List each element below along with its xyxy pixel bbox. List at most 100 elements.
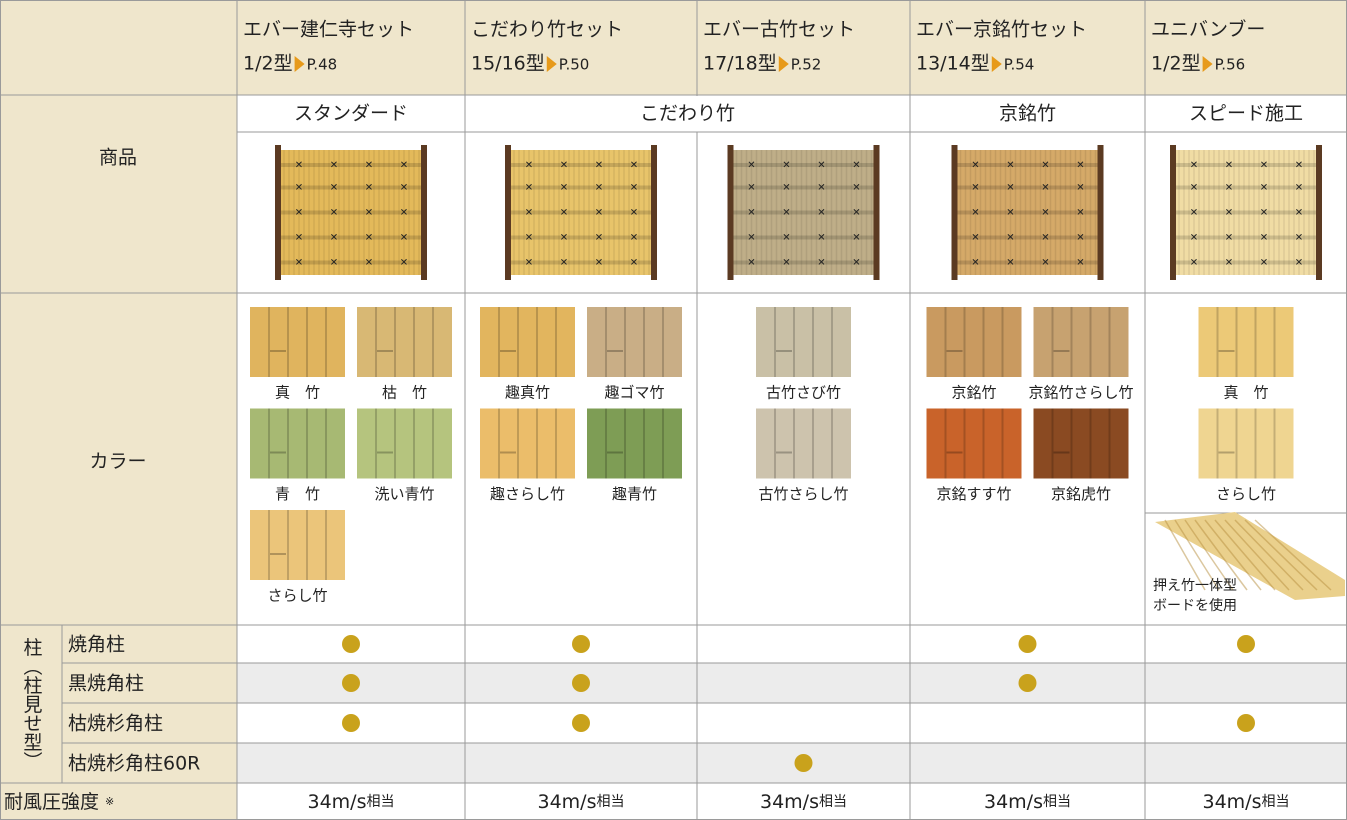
availability-dot [342, 714, 360, 732]
color-swatch [587, 408, 682, 479]
page-arrow [991, 56, 1002, 72]
fence-tie: ✕ [1006, 183, 1014, 194]
fence-tie: ✕ [1006, 258, 1014, 269]
page-arrow [294, 56, 305, 72]
fence-tie: ✕ [525, 183, 533, 194]
color-swatch [357, 408, 452, 479]
fence-tie: ✕ [1295, 233, 1303, 244]
fence-rail [511, 210, 651, 215]
post-name: 枯焼杉角柱 [68, 713, 163, 735]
fence-tie: ✕ [595, 208, 603, 219]
fence-tie: ✕ [1076, 160, 1084, 171]
fence-rail [511, 260, 651, 265]
color-name: 古竹さび竹 [766, 384, 841, 402]
fence-tie: ✕ [1225, 208, 1233, 219]
page-ref: P.54 [1004, 56, 1035, 74]
fence-rail [733, 185, 874, 190]
color-name: 趣さらし竹 [490, 485, 565, 503]
color-name: さらし竹 [267, 587, 327, 605]
wind-value: 34m/s相当 [1203, 791, 1290, 813]
header-bg [0, 0, 1347, 95]
color-name: 趣真竹 [505, 384, 550, 402]
fence-tie: ✕ [747, 208, 755, 219]
fence-tie: ✕ [971, 258, 979, 269]
availability-dot [1237, 714, 1255, 732]
board-stripe [1194, 519, 1248, 591]
page-arrow [546, 56, 557, 72]
fence-tie: ✕ [330, 160, 338, 171]
swatch [250, 307, 345, 377]
product-type: 13/14型 [916, 53, 990, 75]
color-swatch [250, 408, 345, 479]
fence-tie: ✕ [400, 233, 408, 244]
wind-label: 耐風圧強度 ※ [4, 791, 114, 813]
fence-rail [281, 235, 421, 240]
post-group-label: 柱（柱見せ型） [21, 637, 43, 770]
board-note: 押え竹一体型 [1153, 578, 1237, 594]
color-swatch [926, 408, 1022, 479]
fence-image: ✕ ✕ ✕ ✕ ✕ ✕ ✕ ✕ ✕ ✕ ✕ ✕ ✕ ✕ ✕ ✕ ✕ ✕ ✕ ✕ [505, 145, 657, 280]
fence-panel [281, 150, 421, 275]
fence-post [873, 145, 880, 280]
wind-value: 34m/s相当 [538, 791, 625, 813]
wind-speed: 34m/s [1203, 791, 1262, 813]
fence-tie: ✕ [295, 208, 303, 219]
color-name: さらし竹 [1216, 485, 1276, 503]
fence-post [1097, 145, 1104, 280]
swatch [926, 307, 1022, 377]
swatch [357, 307, 452, 377]
board-stripe [1254, 519, 1332, 591]
fence-tie: ✕ [595, 160, 603, 171]
color-swatch [587, 307, 682, 377]
wind-speed: 34m/s [760, 791, 819, 813]
fence-tie: ✕ [1190, 258, 1198, 269]
fence-tie: ✕ [782, 183, 790, 194]
product-type: 1/2型 [243, 53, 293, 75]
fence-post [275, 145, 281, 280]
category-label: スタンダード [294, 103, 408, 125]
fence-tie: ✕ [1295, 208, 1303, 219]
fence-rail [511, 185, 651, 190]
fence-tie: ✕ [525, 258, 533, 269]
wind-label-text: 耐風圧強度 [4, 791, 99, 813]
fence-tie: ✕ [1225, 183, 1233, 194]
fence-rail [1176, 260, 1316, 265]
availability-dot [794, 754, 813, 772]
fence-tie: ✕ [630, 258, 638, 269]
fence-rail [733, 210, 874, 215]
swatch [1198, 307, 1294, 377]
color-name: 京銘虎竹 [1051, 485, 1111, 503]
color-name: 趣青竹 [612, 485, 657, 503]
fence-tie: ✕ [971, 160, 979, 171]
fence-tie: ✕ [295, 258, 303, 269]
fence-rail [281, 210, 421, 215]
product-name: エバー古竹セット [703, 19, 855, 41]
fence-tie: ✕ [560, 233, 568, 244]
fence-tie: ✕ [330, 183, 338, 194]
row-shade [237, 663, 1347, 703]
wind-suffix: 相当 [597, 794, 625, 810]
post-name: 枯焼杉角柱60R [68, 753, 200, 775]
fence-tie: ✕ [1295, 160, 1303, 171]
fence-rail [1176, 210, 1316, 215]
wind-value: 34m/s相当 [308, 791, 395, 813]
fence-panel [1176, 150, 1316, 275]
board-stripe [1224, 519, 1290, 591]
page-ref: P.52 [791, 56, 822, 74]
fence-tie: ✕ [817, 233, 825, 244]
fence-tie: ✕ [747, 258, 755, 269]
fence-tie: ✕ [782, 160, 790, 171]
fence-tie: ✕ [1190, 160, 1198, 171]
swatch [1198, 408, 1294, 479]
fence-rail [957, 260, 1098, 265]
board [1155, 512, 1345, 600]
fence-tie: ✕ [1041, 160, 1049, 171]
post-name: 焼角柱 [68, 634, 125, 656]
fence-tie: ✕ [400, 208, 408, 219]
fence-rail [957, 210, 1098, 215]
fence-rail [281, 185, 421, 190]
product-type: 1/2型 [1151, 53, 1201, 75]
color-name: 洗い青竹 [374, 485, 434, 503]
fence-tie: ✕ [1295, 258, 1303, 269]
color-swatch [1033, 307, 1129, 377]
